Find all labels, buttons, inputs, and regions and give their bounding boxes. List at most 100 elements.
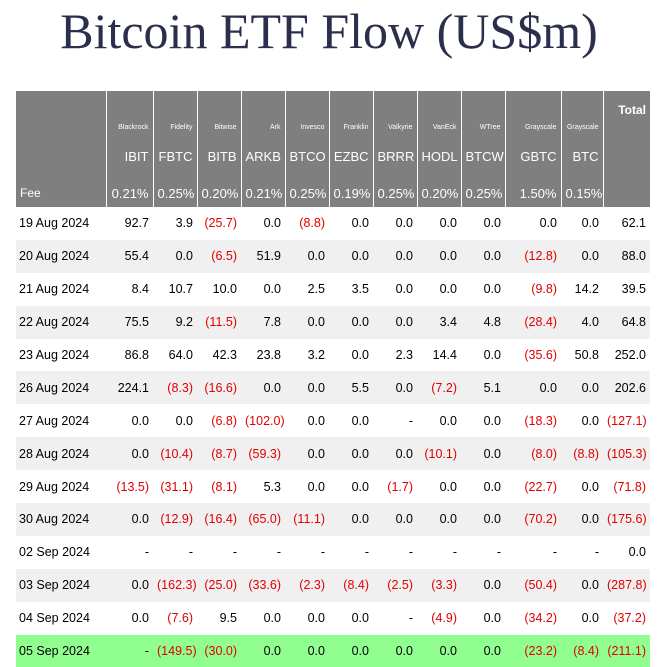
issuer-header-row: Blackrock Fidelity Bitwise Ark Invesco F… (16, 91, 650, 145)
flow-cell: 14.4 (417, 338, 461, 372)
flow-cell: 51.9 (241, 239, 285, 273)
fee-cell: 0.25% (460, 179, 505, 207)
fee-cell: 1.50% (504, 179, 561, 207)
flow-cell: 0.0 (561, 239, 603, 273)
total-cell: (127.1) (603, 404, 650, 438)
issuer-header: Invesco (284, 91, 329, 145)
total-cell: (71.8) (603, 470, 650, 504)
flow-cell: (2.3) (285, 568, 329, 602)
date-cell: 30 Aug 2024 (16, 503, 106, 536)
flow-cell: 224.1 (106, 371, 153, 405)
flow-cell: 0.0 (373, 207, 417, 240)
total-cell: (175.6) (603, 503, 650, 536)
flow-cell: (8.3) (153, 371, 197, 405)
flow-cell: 0.0 (417, 503, 461, 536)
ticker-header: ARKB (240, 145, 285, 179)
flow-cell: (8.8) (561, 437, 603, 471)
flow-cell: (8.0) (505, 437, 561, 471)
issuer-header: Fidelity (152, 91, 197, 145)
flow-cell: (25.0) (197, 568, 241, 602)
flow-cell: 0.0 (285, 470, 329, 504)
ticker-header: BITB (196, 145, 241, 179)
flow-cell: (3.3) (417, 568, 461, 602)
flow-cell: 7.8 (241, 305, 285, 339)
flow-cell: 0.0 (561, 404, 603, 438)
flow-cell: 9.2 (153, 305, 197, 339)
table-row: 30 Aug 2024 0.0 (12.9) (16.4) (65.0) (11.1) 0.… (16, 503, 650, 536)
table-row: 29 Aug 2024 (13.5) (31.1) (8.1) 5.3 0.0 0.0 (1.… (16, 470, 650, 504)
flow-cell: - (373, 601, 417, 635)
flow-cell: 0.0 (106, 437, 153, 471)
flow-cell: 5.3 (241, 470, 285, 504)
flow-cell: 55.4 (106, 239, 153, 273)
ticker-header: HODL (416, 145, 461, 179)
flow-cell: 0.0 (329, 305, 373, 339)
table-row: 27 Aug 2024 0.0 0.0 (6.8) (102.0) 0.0 0.0-0.0 0… (16, 404, 650, 438)
table-row: 20 Aug 2024 55.4 0.0 (6.5) 51.9 0.0 0.0 0.0 0.0 0… (16, 239, 650, 273)
flow-cell: 0.0 (417, 207, 461, 240)
flow-cell: 0.0 (461, 272, 505, 306)
flow-cell: (65.0) (241, 503, 285, 536)
total-cell: (287.8) (603, 568, 650, 602)
flow-cell: - (505, 535, 561, 569)
flow-cell: (34.2) (505, 601, 561, 635)
flow-cell: 0.0 (329, 437, 373, 471)
flow-cell: 92.7 (106, 207, 153, 240)
issuer-header: Ark (240, 91, 285, 145)
ticker-header: GBTC (504, 145, 561, 179)
flow-cell: 3.5 (329, 272, 373, 306)
total-cell: 252.0 (603, 338, 650, 372)
flow-cell: 0.0 (285, 371, 329, 405)
date-cell: 03 Sep 2024 (16, 568, 106, 602)
corner-cell (16, 91, 106, 145)
fee-cell: 0.21% (105, 179, 153, 207)
flow-cell: (9.8) (505, 272, 561, 306)
flow-cell: 0.0 (505, 207, 561, 240)
flow-cell: 4.0 (561, 305, 603, 339)
flow-cell: (8.8) (285, 207, 329, 240)
date-cell: 19 Aug 2024 (16, 207, 106, 240)
flow-cell: - (329, 535, 373, 569)
flow-cell: 0.0 (241, 272, 285, 306)
flow-cell: (7.2) (417, 371, 461, 405)
flow-cell: 8.4 (106, 272, 153, 306)
table-row: 02 Sep 2024- - - - - - - - - - -0.0 (16, 535, 650, 569)
flow-cell: - (373, 535, 417, 569)
flow-cell: 0.0 (561, 371, 603, 405)
flow-cell: - (285, 535, 329, 569)
flow-cell: (50.4) (505, 568, 561, 602)
flow-cell: (162.3) (153, 568, 197, 602)
flow-cell: (12.9) (153, 503, 197, 536)
date-cell: 04 Sep 2024 (16, 601, 106, 635)
flow-cell: 0.0 (461, 404, 505, 438)
flow-cell: (10.4) (153, 437, 197, 471)
date-cell: 23 Aug 2024 (16, 338, 106, 372)
flow-cell: 14.2 (561, 272, 603, 306)
etf-flow-table: Blackrock Fidelity Bitwise Ark Invesco F… (16, 91, 650, 667)
issuer-header: Grayscale (560, 91, 603, 145)
flow-cell: 4.8 (461, 305, 505, 339)
flow-cell: (25.7) (197, 207, 241, 240)
total-cell: 62.1 (603, 207, 650, 240)
table-row: 03 Sep 2024 0.0 (162.3) (25.0) (33.6) (2.3) (8… (16, 568, 650, 602)
flow-cell: 0.0 (241, 207, 285, 240)
table-row: 19 Aug 2024 92.7 3.9 (25.7) 0.0 (8.8) 0.0 0.0 0.… (16, 207, 650, 240)
flow-cell: 0.0 (329, 404, 373, 438)
date-cell: 02 Sep 2024 (16, 535, 106, 569)
flow-cell: 0.0 (329, 503, 373, 536)
total-cell: 88.0 (603, 239, 650, 273)
fee-cell: 0.21% (240, 179, 285, 207)
ticker-header: BRRR (372, 145, 417, 179)
date-cell: 29 Aug 2024 (16, 470, 106, 504)
ticker-header: BTC (560, 145, 603, 179)
flow-cell: (18.3) (505, 404, 561, 438)
table-row: 21 Aug 2024 8.4 10.7 10.0 0.0 2.5 3.5 0.0 0.0 0.0… (16, 272, 650, 306)
issuer-header: Grayscale (504, 91, 561, 145)
table-row: 28 Aug 2024 0.0 (10.4) (8.7) (59.3) 0.0 0.0 0.0… (16, 437, 650, 471)
flow-cell: 50.8 (561, 338, 603, 372)
issuer-header: Franklin (328, 91, 373, 145)
flow-cell: (35.6) (505, 338, 561, 372)
flow-cell: 0.0 (285, 305, 329, 339)
flow-cell: 0.0 (153, 404, 197, 438)
flow-cell: 0.0 (561, 503, 603, 536)
